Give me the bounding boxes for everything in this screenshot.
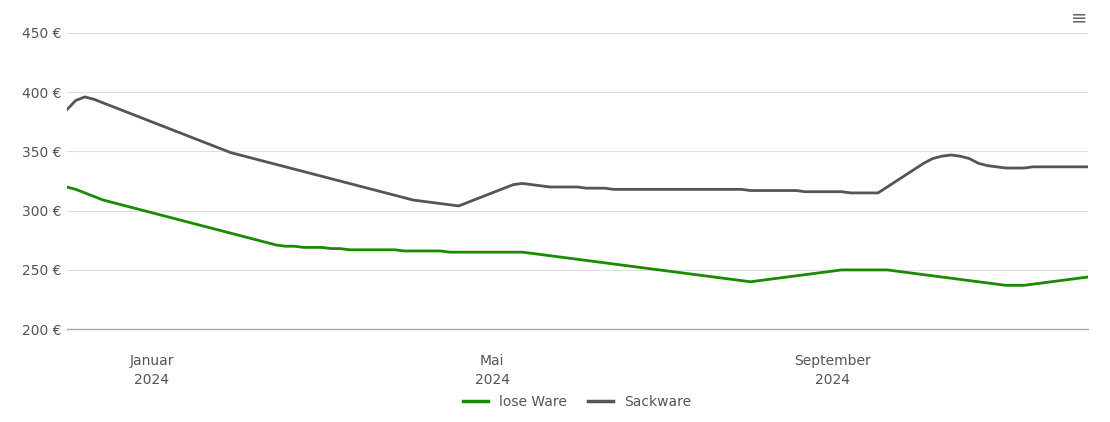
Legend: lose Ware, Sackware: lose Ware, Sackware	[457, 390, 697, 415]
Text: ≡: ≡	[1071, 9, 1088, 28]
Text: September
2024: September 2024	[794, 354, 871, 387]
Text: Januar
2024: Januar 2024	[130, 354, 174, 387]
Text: Mai
2024: Mai 2024	[475, 354, 509, 387]
